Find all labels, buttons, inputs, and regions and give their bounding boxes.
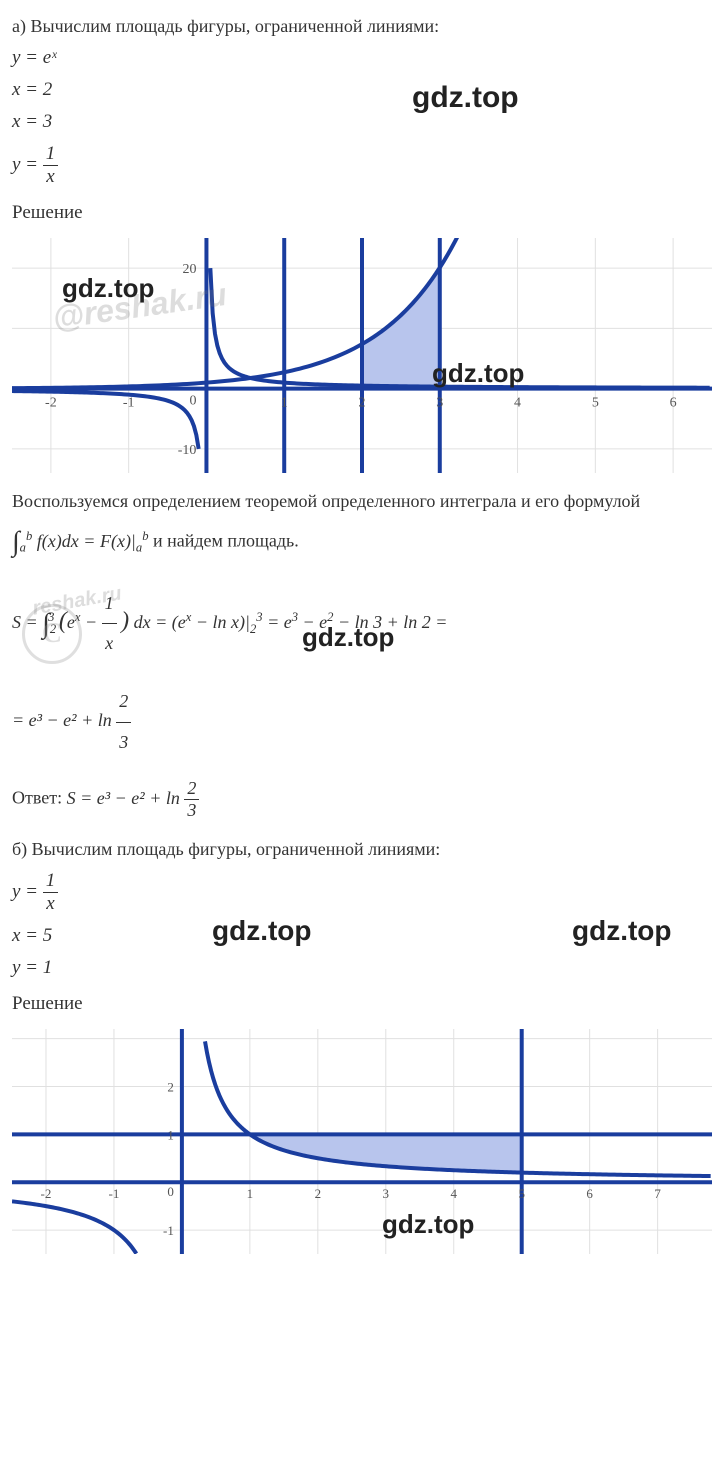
fraction: 1 x — [43, 143, 59, 188]
eq-text: x = 2 — [12, 79, 52, 100]
svg-text:-2: -2 — [41, 1186, 52, 1201]
eq-text: x = 3 — [12, 111, 52, 132]
part-b-intro: б) Вычислим площадь фигуры, ограниченной… — [12, 839, 711, 860]
svg-text:3: 3 — [383, 1186, 390, 1201]
answer-prefix: S = e³ − e² + ln — [67, 788, 180, 808]
denominator: x — [43, 166, 59, 188]
svg-text:-2: -2 — [45, 396, 57, 411]
svg-text:1: 1 — [281, 396, 288, 411]
text-before: Воспользуемся определением теоремой опре… — [12, 491, 640, 511]
watermark-gdz: gdz.top — [382, 1209, 474, 1240]
explain-text: Воспользуемся определением теоремой опре… — [12, 485, 711, 568]
svg-text:0: 0 — [167, 1184, 174, 1199]
svg-text:2: 2 — [359, 396, 366, 411]
inline-formula: ∫ab f(x)dx = F(x)|ab — [12, 531, 153, 551]
svg-text:4: 4 — [450, 1186, 457, 1201]
eq-a4: y = 1 x — [12, 143, 711, 188]
solution-label-a: Решение — [12, 202, 711, 224]
numerator: 1 — [43, 143, 59, 166]
watermark-gdz: gdz.top — [572, 915, 672, 947]
svg-text:20: 20 — [182, 262, 196, 277]
svg-text:6: 6 — [586, 1186, 593, 1201]
svg-text:-1: -1 — [123, 396, 135, 411]
watermark-gdz: gdz.top — [302, 609, 394, 666]
answer-label: Ответ: — [12, 788, 62, 808]
calc-line-2: = e³ − e² + ln 2 3 — [12, 682, 711, 762]
chart-b-container: -2 -1 1 2 3 4 5 6 7 -1 1 2 0 gdz.top — [12, 1029, 711, 1254]
eq-b1: y = 1 x — [12, 870, 711, 915]
eq-lhs: y = — [12, 881, 38, 902]
eq-a3: x = 3 — [12, 111, 711, 133]
calc-block: C reshak.ru gdz.top S = ∫23 (ex − 1x ) d… — [12, 584, 711, 762]
svg-text:-1: -1 — [109, 1186, 120, 1201]
denominator: 3 — [184, 800, 199, 821]
fraction: 2 3 — [116, 682, 131, 762]
eq-a2: x = 2 — [12, 79, 711, 101]
numerator: 1 — [43, 870, 59, 893]
answer-a: Ответ: S = e³ − e² + ln 2 3 — [12, 778, 711, 821]
eq-a1: y = eˣ — [12, 47, 711, 69]
eq-text: y = 1 — [12, 957, 52, 978]
calc-prefix: = e³ − e² + ln — [12, 710, 112, 730]
solution-label-b: Решение — [12, 993, 711, 1015]
svg-text:7: 7 — [654, 1186, 661, 1201]
svg-text:5: 5 — [518, 1186, 525, 1201]
eq-b3: y = 1 — [12, 957, 711, 979]
watermark-gdz: gdz.top — [432, 358, 524, 389]
watermark-gdz: gdz.top — [212, 915, 312, 947]
svg-text:4: 4 — [514, 396, 521, 411]
svg-text:0: 0 — [189, 394, 196, 409]
svg-text:6: 6 — [670, 396, 677, 411]
part-a-intro: а) Вычислим площадь фигуры, ограниченной… — [12, 16, 711, 37]
fraction: 2 3 — [184, 778, 199, 821]
watermark-gdz: gdz.top — [412, 81, 519, 115]
numerator: 2 — [184, 778, 199, 800]
svg-text:1: 1 — [247, 1186, 254, 1201]
svg-text:2: 2 — [315, 1186, 322, 1201]
svg-text:3: 3 — [436, 396, 443, 411]
svg-text:-1: -1 — [163, 1223, 174, 1238]
fraction: 1 x — [43, 870, 59, 915]
eq-text: x = 5 — [12, 925, 52, 946]
svg-text:1: 1 — [167, 1127, 174, 1142]
denominator: 3 — [116, 723, 131, 763]
eq-text: y = eˣ — [12, 47, 57, 68]
watermark-gdz: gdz.top — [62, 273, 154, 304]
chart-b: -2 -1 1 2 3 4 5 6 7 -1 1 2 0 — [12, 1029, 712, 1254]
numerator: 2 — [116, 682, 131, 723]
svg-text:5: 5 — [592, 396, 599, 411]
svg-text:2: 2 — [167, 1080, 174, 1095]
denominator: x — [43, 893, 59, 915]
eq-lhs: y = — [12, 154, 38, 175]
text-after: и найдем площадь. — [153, 531, 299, 551]
chart-a-container: -2-1123456-10200 @reshak.ru gdz.top gdz.… — [12, 238, 711, 473]
svg-text:-10: -10 — [178, 443, 197, 458]
